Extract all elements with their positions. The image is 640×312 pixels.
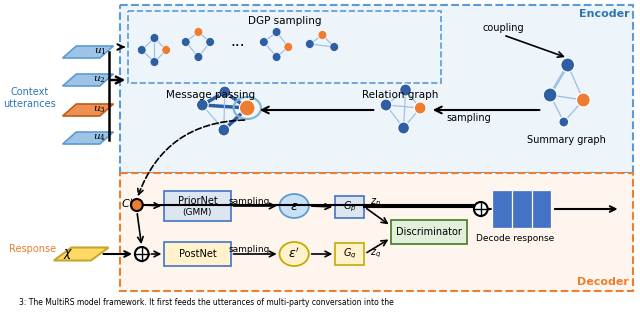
- Circle shape: [559, 117, 569, 127]
- Ellipse shape: [280, 194, 309, 218]
- Text: $G_p$: $G_p$: [343, 200, 356, 214]
- Text: Decoder: Decoder: [577, 277, 629, 287]
- Text: sampling: sampling: [447, 113, 492, 123]
- Circle shape: [305, 40, 314, 48]
- Circle shape: [150, 57, 159, 66]
- Text: Discriminator: Discriminator: [396, 227, 462, 237]
- Circle shape: [218, 124, 230, 136]
- Circle shape: [194, 52, 203, 61]
- Text: 3: The MultiRS model framework. It first feeds the utterances of multi-party con: 3: The MultiRS model framework. It first…: [19, 298, 394, 307]
- Circle shape: [414, 102, 426, 114]
- Text: ···: ···: [230, 40, 245, 55]
- FancyBboxPatch shape: [164, 191, 230, 221]
- Text: $z_p$: $z_p$: [371, 197, 381, 209]
- FancyBboxPatch shape: [128, 11, 441, 83]
- Polygon shape: [63, 132, 113, 144]
- Circle shape: [194, 27, 203, 37]
- Circle shape: [399, 84, 412, 96]
- Polygon shape: [54, 247, 109, 261]
- Text: $u_3$: $u_3$: [93, 105, 106, 115]
- FancyBboxPatch shape: [335, 196, 365, 218]
- Text: coupling: coupling: [483, 23, 524, 33]
- FancyBboxPatch shape: [532, 191, 550, 227]
- Polygon shape: [63, 46, 113, 58]
- Circle shape: [135, 247, 148, 261]
- Circle shape: [181, 37, 190, 46]
- Circle shape: [543, 88, 557, 102]
- Text: $u_4$: $u_4$: [93, 133, 106, 143]
- Text: $\varepsilon$: $\varepsilon$: [290, 199, 298, 212]
- Text: Decode response: Decode response: [476, 234, 554, 243]
- Circle shape: [330, 42, 339, 51]
- Circle shape: [196, 99, 208, 111]
- FancyBboxPatch shape: [391, 220, 467, 244]
- Text: Relation graph: Relation graph: [362, 90, 439, 100]
- FancyBboxPatch shape: [513, 191, 531, 227]
- Text: DGP sampling: DGP sampling: [248, 16, 321, 26]
- Text: sampling: sampling: [228, 245, 270, 253]
- Text: Summary graph: Summary graph: [527, 135, 606, 145]
- Text: $u_2$: $u_2$: [93, 75, 106, 85]
- Circle shape: [561, 58, 575, 72]
- Circle shape: [239, 100, 255, 116]
- Circle shape: [259, 37, 268, 46]
- Text: Response: Response: [9, 244, 56, 254]
- Circle shape: [318, 31, 327, 40]
- FancyBboxPatch shape: [493, 191, 511, 227]
- Circle shape: [150, 33, 159, 42]
- Circle shape: [284, 42, 292, 51]
- Circle shape: [474, 202, 488, 216]
- FancyBboxPatch shape: [335, 243, 365, 265]
- Text: $G_q$: $G_q$: [343, 247, 356, 261]
- Text: PostNet: PostNet: [179, 249, 216, 259]
- Text: sampling: sampling: [228, 197, 270, 207]
- Circle shape: [380, 99, 392, 111]
- Circle shape: [131, 199, 143, 211]
- FancyBboxPatch shape: [120, 173, 633, 291]
- Polygon shape: [63, 104, 113, 116]
- Text: Encoder: Encoder: [579, 9, 629, 19]
- Circle shape: [272, 27, 281, 37]
- Circle shape: [397, 122, 410, 134]
- FancyBboxPatch shape: [164, 242, 230, 266]
- Text: $u_1$: $u_1$: [93, 47, 106, 57]
- Circle shape: [138, 46, 146, 55]
- Text: $C'$: $C'$: [121, 197, 133, 209]
- Text: Context
utterances: Context utterances: [3, 87, 56, 109]
- Circle shape: [219, 86, 230, 98]
- Circle shape: [577, 93, 590, 107]
- Text: (GMM): (GMM): [182, 207, 212, 217]
- FancyBboxPatch shape: [120, 5, 633, 173]
- Circle shape: [162, 46, 171, 55]
- Text: $\varepsilon'$: $\varepsilon'$: [289, 247, 300, 261]
- Text: $z_q$: $z_q$: [371, 248, 381, 260]
- Text: $\chi$: $\chi$: [63, 247, 74, 261]
- Circle shape: [205, 37, 214, 46]
- Circle shape: [272, 52, 281, 61]
- Text: PriorNet: PriorNet: [177, 196, 218, 206]
- Polygon shape: [63, 74, 113, 86]
- Text: Message passing: Message passing: [166, 90, 255, 100]
- Ellipse shape: [280, 242, 309, 266]
